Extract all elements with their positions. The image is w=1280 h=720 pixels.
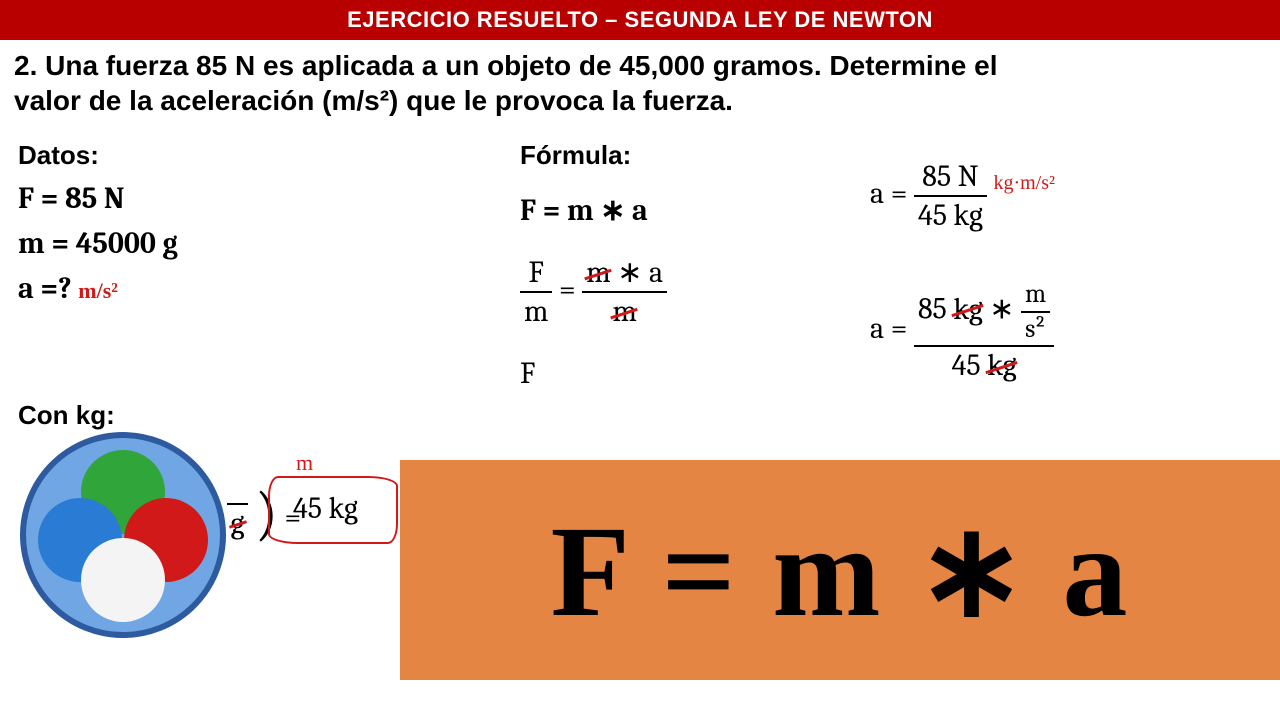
datos-section: Datos: F = 85 N m = 45000 g a =? m/s²: [18, 140, 438, 316]
calc-eq2-den-kg: kg: [987, 349, 1016, 382]
formula-banner-text: F = m ∗ a: [551, 494, 1130, 647]
datos-accel-q: a =?: [18, 271, 72, 306]
formula-eq2-rden: m: [612, 295, 636, 328]
calc-eq2-s2: s²: [1021, 311, 1050, 344]
conv-inner-den: g: [231, 507, 245, 540]
calc-section: a = 85 N 45 kg kg·m/s² a = 85 kg ∗ ms² 4…: [870, 150, 1260, 392]
calc-eq2-times: ∗: [983, 292, 1021, 327]
channel-logo: [18, 430, 228, 640]
calc-eq2-den-val: 45: [952, 348, 988, 383]
problem-line-2: valor de la aceleración (m/s²) que le pr…: [14, 83, 1266, 118]
datos-accel: a =? m/s²: [18, 271, 438, 306]
conversion-result: 45 kg: [275, 485, 376, 532]
calc-eq1-anno: kg·m/s²: [993, 172, 1055, 194]
problem-statement: 2. Una fuerza 85 N es aplicada a un obje…: [0, 40, 1280, 122]
calc-eq2-num-kg: kg: [953, 293, 982, 326]
formula-eq2-lden: m: [520, 291, 552, 328]
calc-eq1-lhs: a =: [870, 176, 907, 211]
calc-eq2-m: m: [1021, 280, 1050, 311]
formula-section: Fórmula: F = m ∗ a F m = m ∗ a m F: [520, 140, 820, 401]
conversion-title: Con kg:: [18, 400, 115, 431]
logo-circle-white: [81, 538, 165, 622]
formula-eq1: F = m ∗ a: [520, 193, 820, 228]
formula-title: Fórmula:: [520, 140, 820, 171]
header-title: EJERCICIO RESUELTO – SEGUNDA LEY DE NEWT…: [347, 7, 933, 32]
calc-eq1: a = 85 N 45 kg kg·m/s²: [870, 160, 1260, 232]
formula-eq2-lnum: F: [520, 256, 552, 291]
formula-eq2-rnum-m: m: [586, 256, 610, 289]
datos-mass: m = 45000 g: [18, 226, 438, 261]
calc-eq1-den: 45 kg: [914, 195, 987, 232]
formula-eq2-rnum-rest: ∗ a: [611, 255, 663, 290]
header-bar: EJERCICIO RESUELTO – SEGUNDA LEY DE NEWT…: [0, 0, 1280, 40]
formula-eq2: F m = m ∗ a m: [520, 256, 820, 328]
datos-title: Datos:: [18, 140, 438, 171]
formula-eq3-partial: F: [520, 356, 820, 391]
problem-line-1: 2. Una fuerza 85 N es aplicada a un obje…: [14, 48, 1266, 83]
datos-force: F = 85 N: [18, 181, 438, 216]
calc-eq2-num-val: 85: [918, 292, 953, 327]
calc-eq2: a = 85 kg ∗ ms² 45 kg: [870, 280, 1260, 382]
calc-eq2-lhs: a =: [870, 311, 907, 346]
logo-svg: [18, 430, 228, 640]
datos-accel-anno: m/s²: [78, 278, 118, 303]
conv-m-annotation: m: [296, 450, 313, 476]
formula-banner: F = m ∗ a: [400, 460, 1280, 680]
calc-eq1-num: 85 N: [914, 160, 987, 195]
